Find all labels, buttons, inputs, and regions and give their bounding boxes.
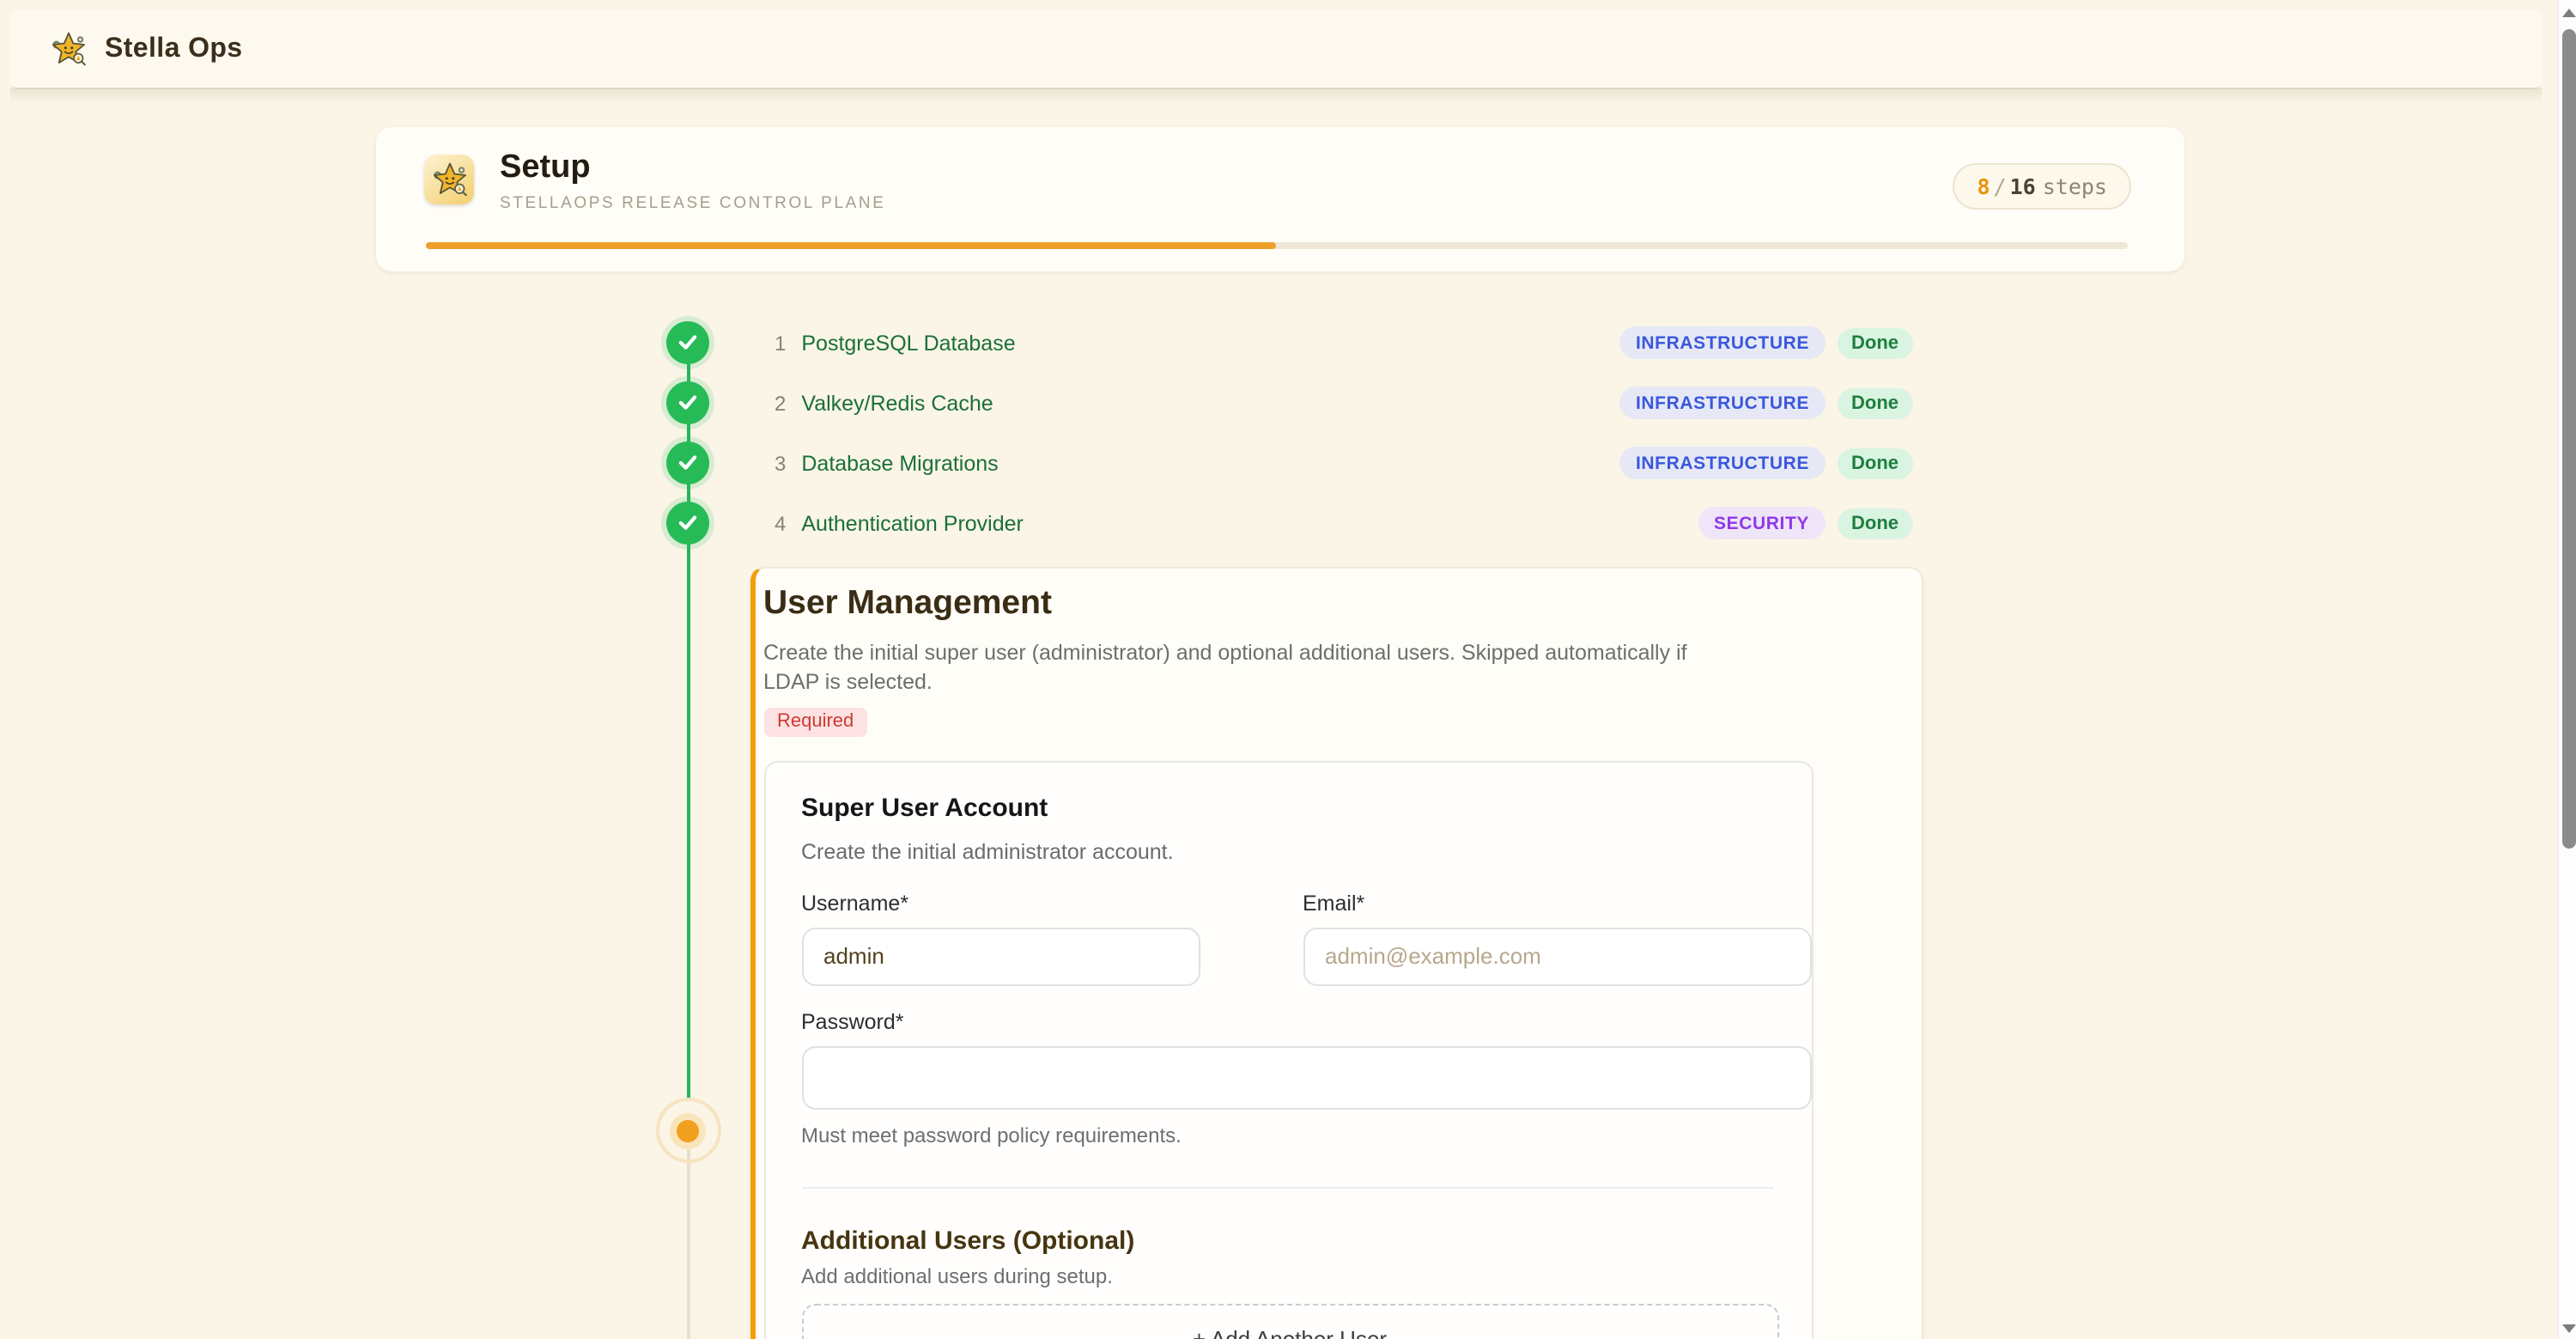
section-description: Create the initial super user (administr… xyxy=(763,641,1687,695)
section-divider xyxy=(801,1186,1773,1188)
step-status-badge: Done xyxy=(1837,327,1913,358)
username-label: Username* xyxy=(801,891,909,915)
step-number: 1 xyxy=(775,331,787,355)
step-title: Valkey/Redis Cache xyxy=(801,391,993,415)
step-category-badge: INFRASTRUCTURE xyxy=(1619,386,1825,419)
step-row[interactable]: 1 PostgreSQL Database INFRASTRUCTURE Don… xyxy=(666,313,1913,373)
password-field[interactable] xyxy=(801,1045,1811,1109)
check-icon xyxy=(666,502,709,545)
check-icon xyxy=(666,381,709,424)
check-icon xyxy=(666,441,709,484)
page-subtitle: STELLAOPS RELEASE CONTROL PLANE xyxy=(500,194,886,213)
step-category-badge: SECURITY xyxy=(1698,507,1825,539)
step-category-badge: INFRASTRUCTURE xyxy=(1619,447,1825,479)
super-user-description: Create the initial administrator account… xyxy=(801,839,1174,863)
progress-fill xyxy=(425,241,1277,249)
step-number: 3 xyxy=(775,451,787,475)
super-user-card: Super User Account Create the initial ad… xyxy=(763,760,1813,1339)
step-number: 2 xyxy=(775,391,787,415)
step-number: 4 xyxy=(775,511,787,535)
step-status-badge: Done xyxy=(1837,508,1913,539)
step-title: Authentication Provider xyxy=(801,511,1024,535)
user-management-card: User Management Create the initial super… xyxy=(750,567,1923,1339)
email-label: Email* xyxy=(1303,891,1365,915)
step-title: PostgreSQL Database xyxy=(801,331,1016,355)
steps-done-count: 8 xyxy=(1977,173,1990,199)
timeline-connector-done xyxy=(686,344,690,1099)
scrollbar-up-arrow[interactable] xyxy=(2561,9,2575,17)
required-badge: Required xyxy=(763,707,868,736)
page-title: Setup xyxy=(500,149,591,186)
star-mascot-icon xyxy=(48,28,89,70)
topbar: Stella Ops xyxy=(10,10,2542,105)
section-title: User Management xyxy=(763,584,1052,622)
super-user-title: Super User Account xyxy=(801,793,1048,822)
timeline-connector-upcoming xyxy=(687,1130,690,1339)
steps-counter-badge: 8/16 steps xyxy=(1953,163,2131,210)
scrollbar[interactable] xyxy=(2557,0,2576,1339)
setup-app-icon xyxy=(424,155,474,204)
step-row[interactable]: 3 Database Migrations INFRASTRUCTURE Don… xyxy=(666,433,1913,493)
orange-dot-indicator xyxy=(677,1119,699,1141)
step-row[interactable]: 2 Valkey/Redis Cache INFRASTRUCTURE Done xyxy=(666,373,1913,433)
steps-divider: / xyxy=(1993,173,2007,199)
password-label: Password* xyxy=(801,1009,904,1033)
steps-total-count: 16 xyxy=(2009,173,2036,199)
email-field[interactable] xyxy=(1303,927,1811,985)
scrollbar-thumb[interactable] xyxy=(2561,29,2575,849)
setup-progress-bar xyxy=(425,241,2128,249)
check-icon xyxy=(666,321,709,364)
step-row[interactable]: 4 Authentication Provider SECURITY Done xyxy=(666,493,1913,553)
app-title: Stella Ops xyxy=(105,33,243,63)
step-status-badge: Done xyxy=(1837,387,1913,418)
setup-header-card: Setup STELLAOPS RELEASE CONTROL PLANE 8/… xyxy=(376,127,2184,271)
steps-list: 1 PostgreSQL Database INFRASTRUCTURE Don… xyxy=(666,313,1913,553)
step-category-badge: INFRASTRUCTURE xyxy=(1619,326,1825,359)
password-helper-text: Must meet password policy requirements. xyxy=(801,1123,1182,1147)
step-status-badge: Done xyxy=(1837,447,1913,478)
additional-users-description: Add additional users during setup. xyxy=(801,1263,1113,1287)
additional-users-title: Additional Users (Optional) xyxy=(801,1226,1135,1255)
add-another-user-button[interactable]: + Add Another User xyxy=(801,1303,1778,1339)
steps-suffix: steps xyxy=(2042,173,2107,199)
username-field[interactable] xyxy=(801,927,1200,985)
current-step-ring xyxy=(655,1098,720,1163)
scrollbar-down-arrow[interactable] xyxy=(2561,1324,2575,1332)
step-title: Database Migrations xyxy=(801,451,999,475)
